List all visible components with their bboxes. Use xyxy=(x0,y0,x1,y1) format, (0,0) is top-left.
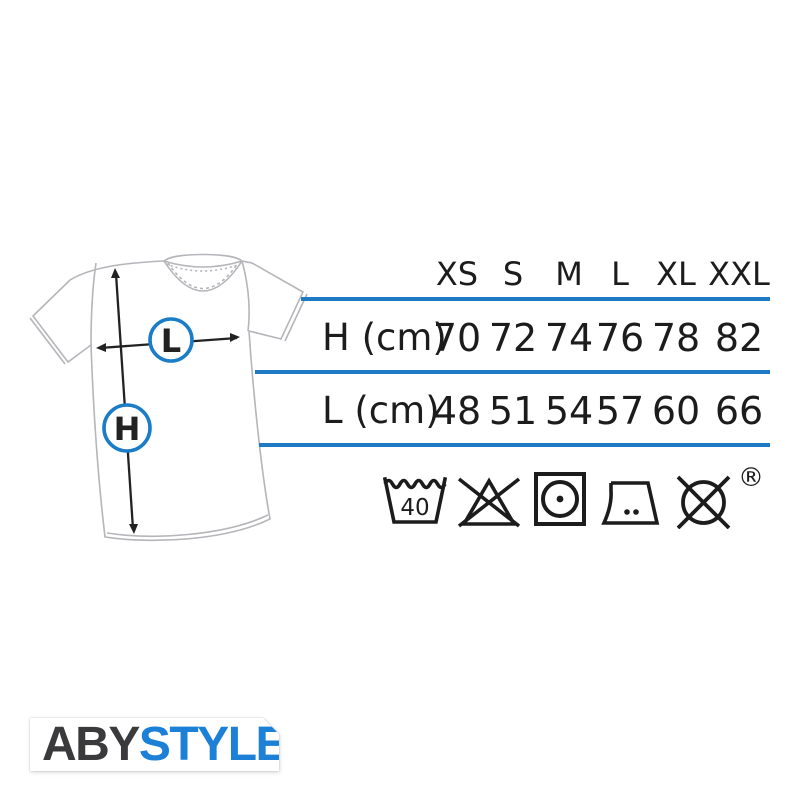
tshirt-outline xyxy=(29,253,308,542)
logo-text-aby: ABY xyxy=(42,718,140,771)
table-cell: 51 xyxy=(488,389,538,433)
logo-text-style: STYLE xyxy=(138,718,287,771)
brand-logo: ABY STYLE xyxy=(30,718,279,771)
height-badge-label: H xyxy=(114,410,141,448)
column-header-xl: XL xyxy=(656,255,696,293)
iron-icon xyxy=(601,481,660,525)
table-cell: 66 xyxy=(714,389,764,433)
wash-temperature-label: 40 xyxy=(400,495,429,521)
column-header-xs: XS xyxy=(435,255,479,293)
table-rule-bottom xyxy=(259,443,770,447)
height-arrow xyxy=(114,273,135,530)
table-cell: 60 xyxy=(651,389,701,433)
column-header-l: L xyxy=(611,255,629,293)
table-rule-middle xyxy=(255,370,770,374)
table-cell: 78 xyxy=(651,316,701,360)
column-header-s: S xyxy=(502,255,524,293)
length-badge-label: L xyxy=(161,322,181,360)
row-label-length: L (cm) xyxy=(322,389,440,432)
row-label-height: H (cm) xyxy=(322,316,447,359)
table-cell: 76 xyxy=(595,316,645,360)
column-header-m: M xyxy=(555,255,583,293)
table-cell: 72 xyxy=(488,316,538,360)
table-cell: 48 xyxy=(432,389,482,433)
table-rule-top xyxy=(301,297,770,301)
machine-wash-40-icon: 40 xyxy=(383,476,447,524)
table-cell: 70 xyxy=(432,316,482,360)
column-header-xxl: XXL xyxy=(708,255,770,293)
tshirt-diagram: L H xyxy=(29,253,308,542)
table-cell: 82 xyxy=(714,316,764,360)
table-cell: 74 xyxy=(544,316,594,360)
tumble-dry-icon xyxy=(534,472,586,526)
registered-trademark-mark: ® xyxy=(738,463,764,493)
table-cell: 57 xyxy=(595,389,645,433)
height-badge: H xyxy=(102,403,152,453)
do-not-dry-clean-icon xyxy=(676,475,731,529)
length-badge: L xyxy=(148,317,194,363)
do-not-bleach-icon xyxy=(457,477,521,528)
brand-logo-sticker: ABY STYLE xyxy=(30,718,279,771)
table-cell: 54 xyxy=(544,389,594,433)
